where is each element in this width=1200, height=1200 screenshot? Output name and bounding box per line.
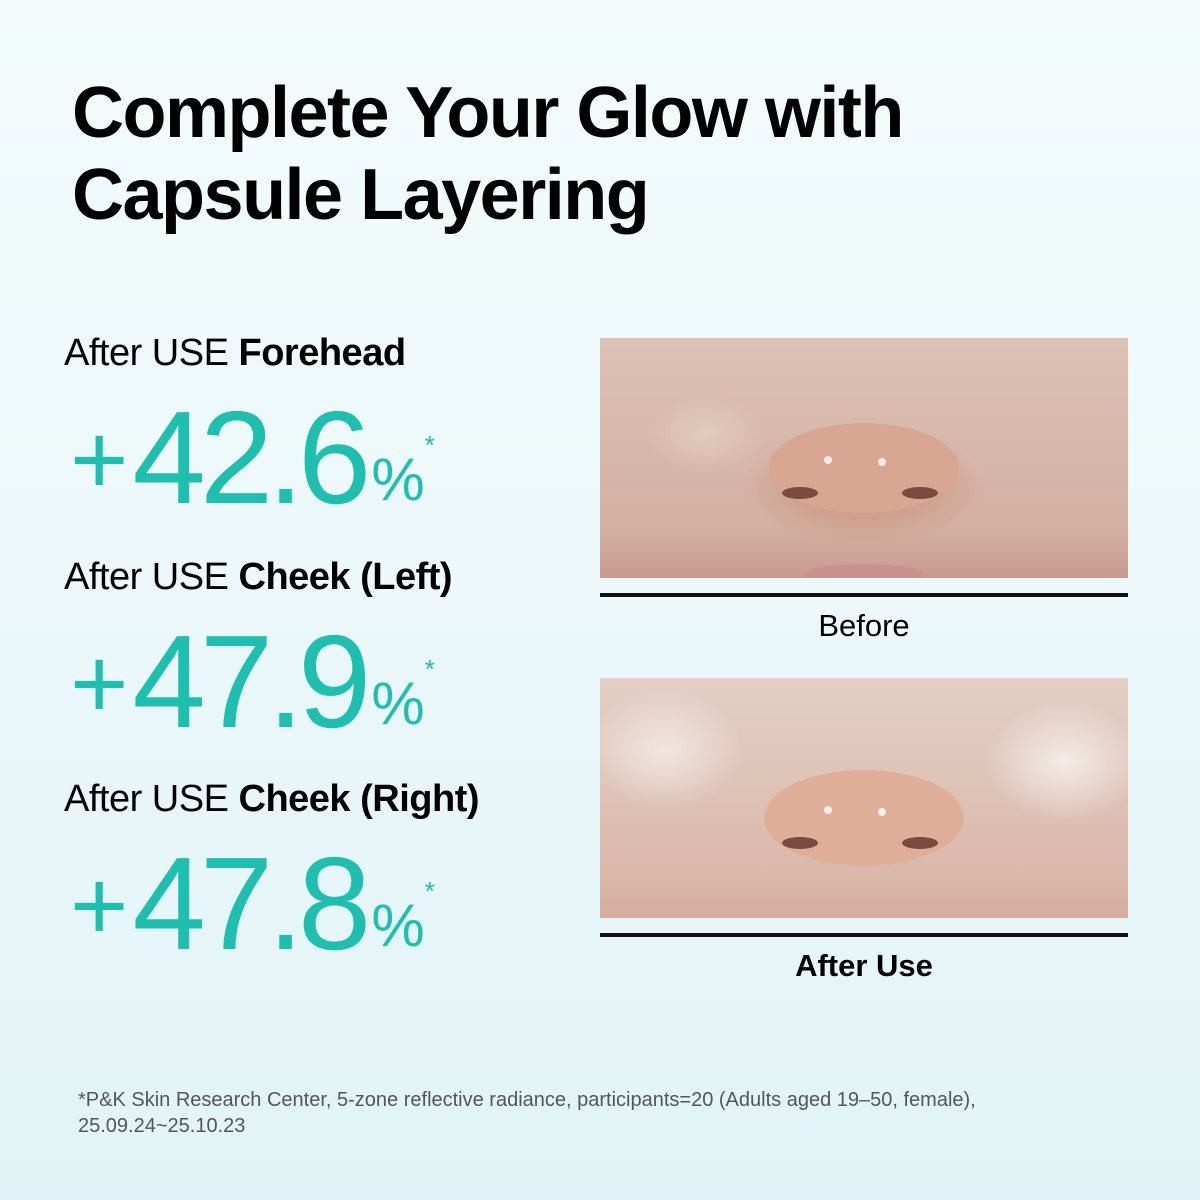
before-caption: Before bbox=[818, 608, 910, 643]
before-photo bbox=[600, 338, 1128, 578]
page-title: Complete Your Glow with Capsule Layering bbox=[72, 72, 904, 236]
footnote-line-1: *P&K Skin Research Center, 5-zone reflec… bbox=[78, 1089, 976, 1111]
divider bbox=[600, 933, 1128, 937]
stat-value-cheek-right: +47.8% * bbox=[70, 830, 435, 977]
title-line-1: Complete Your Glow with bbox=[72, 73, 904, 153]
nose-illustration bbox=[764, 770, 964, 866]
stat-label-forehead: After USE Forehead bbox=[64, 332, 406, 374]
stat-value-cheek-left: +47.9% * bbox=[70, 608, 435, 755]
stat-label-cheek-right: After USE Cheek (Right) bbox=[64, 778, 479, 820]
nose-illustration bbox=[769, 423, 959, 578]
stat-label-cheek-left: After USE Cheek (Left) bbox=[64, 556, 453, 598]
footnote: *P&K Skin Research Center, 5-zone reflec… bbox=[78, 1087, 976, 1139]
footnote-line-2: 25.09.24~25.10.23 bbox=[78, 1115, 246, 1137]
stat-value-forehead: +42.6% * bbox=[70, 384, 435, 531]
after-caption: After Use bbox=[795, 948, 933, 983]
divider bbox=[600, 593, 1128, 597]
after-photo bbox=[600, 678, 1128, 918]
title-line-2: Capsule Layering bbox=[72, 155, 650, 235]
